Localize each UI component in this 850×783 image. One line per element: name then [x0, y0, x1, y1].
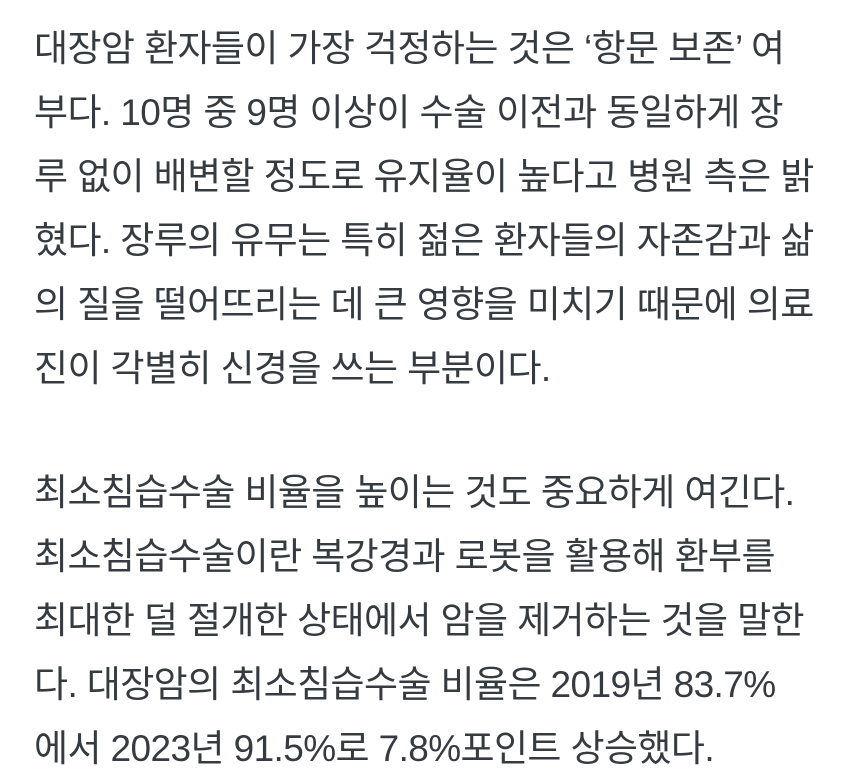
text-line: 다. 대장암의 최소침습수술 비율은 2019년 83.7%	[34, 664, 776, 705]
text-line: 혔다. 장루의 유무는 특히 젊은 환자들의 자존감과 삶	[34, 220, 814, 261]
paragraph-anus-preservation: 대장암 환자들이 가장 걱정하는 것은 ‘항문 보존’ 여 부다. 10명 중 …	[34, 17, 816, 401]
text-line: 진이 각별히 신경을 쓰는 부분이다.	[34, 348, 551, 389]
text-line: 의 질을 떨어뜨리는 데 큰 영향을 미치기 때문에 의료	[34, 284, 814, 325]
text-line: 최대한 덜 절개한 상태에서 암을 제거하는 것을 말한	[34, 600, 805, 641]
text-line: 에서 2023년 91.5%로 7.8%포인트 상승했다.	[34, 728, 715, 769]
paragraph-minimally-invasive-surgery: 최소침습수술 비율을 높이는 것도 중요하게 여긴다. 최소침습수술이란 복강경…	[34, 461, 816, 781]
text-line: 부다. 10명 중 9명 이상이 수술 이전과 동일하게 장	[34, 92, 784, 133]
text-line: 대장암 환자들이 가장 걱정하는 것은 ‘항문 보존’ 여	[34, 28, 785, 69]
text-line: 루 없이 배변할 정도로 유지율이 높다고 병원 측은 밝	[34, 156, 814, 197]
text-line: 최소침습수술이란 복강경과 로봇을 활용해 환부를	[34, 536, 776, 577]
text-line: 최소침습수술 비율을 높이는 것도 중요하게 여긴다.	[34, 472, 795, 513]
